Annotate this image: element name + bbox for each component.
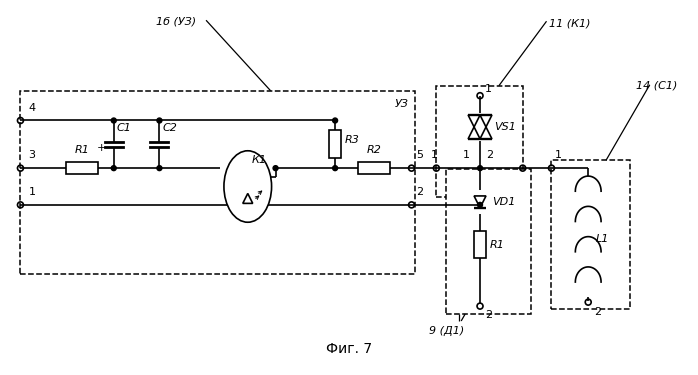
Bar — [20, 91, 415, 274]
Text: 2: 2 — [485, 310, 492, 320]
Text: 9 (Д1): 9 (Д1) — [429, 326, 465, 336]
Text: 2: 2 — [486, 150, 493, 160]
Text: 1: 1 — [431, 150, 438, 160]
Text: VS1: VS1 — [494, 122, 516, 132]
Bar — [66, 162, 98, 174]
Text: 1: 1 — [463, 150, 470, 160]
Circle shape — [477, 202, 482, 207]
Text: R1: R1 — [75, 145, 89, 155]
Circle shape — [111, 166, 117, 171]
Text: 1: 1 — [485, 84, 492, 94]
Text: 3: 3 — [29, 150, 36, 160]
Text: R2: R2 — [366, 145, 381, 155]
Bar — [329, 130, 341, 158]
Text: К1: К1 — [252, 155, 267, 165]
Bar — [551, 160, 630, 309]
Circle shape — [157, 118, 162, 123]
Circle shape — [333, 118, 338, 123]
Text: R3: R3 — [345, 135, 360, 146]
Ellipse shape — [224, 151, 272, 222]
Circle shape — [477, 166, 482, 171]
Text: 2: 2 — [417, 187, 424, 197]
Text: 11 (К1): 11 (К1) — [549, 18, 590, 28]
Text: 1б (УЗ): 1б (УЗ) — [156, 16, 196, 26]
Bar — [446, 169, 530, 314]
Bar — [474, 231, 486, 258]
Circle shape — [333, 166, 338, 171]
Text: VD1: VD1 — [492, 197, 515, 207]
Circle shape — [157, 166, 162, 171]
Text: L1: L1 — [596, 234, 609, 244]
Text: C1: C1 — [117, 123, 132, 134]
Bar — [436, 86, 523, 197]
Circle shape — [111, 118, 117, 123]
Bar — [358, 162, 389, 174]
Text: 1: 1 — [554, 150, 561, 160]
Circle shape — [273, 166, 278, 171]
Text: C2: C2 — [163, 123, 177, 134]
Text: +: + — [97, 143, 107, 153]
Text: 5: 5 — [417, 150, 424, 160]
Text: УЗ: УЗ — [394, 99, 408, 109]
Text: 2: 2 — [594, 307, 601, 317]
Text: R1: R1 — [490, 240, 505, 250]
Text: 4: 4 — [29, 102, 36, 112]
Text: 1: 1 — [29, 187, 36, 197]
Text: 14 (С1): 14 (С1) — [636, 81, 677, 91]
Text: Фиг. 7: Фиг. 7 — [326, 342, 372, 356]
